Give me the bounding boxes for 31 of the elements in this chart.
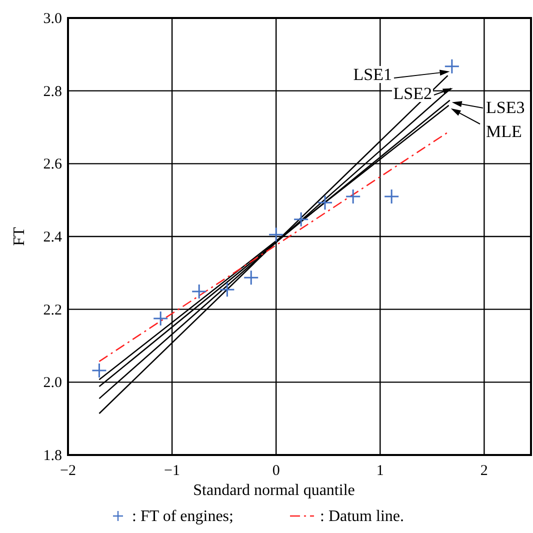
text: MLE — [486, 122, 522, 141]
point — [191, 284, 207, 300]
point — [219, 282, 235, 298]
point — [293, 212, 309, 228]
point — [268, 226, 284, 242]
legend-label: : FT of engines; — [132, 508, 234, 525]
legend-label: LSE3 — [486, 98, 525, 117]
y-tick-label: 2.8 — [43, 84, 62, 100]
x-tick-label: 1 — [376, 463, 384, 479]
point — [91, 362, 107, 378]
y-tick-label: 2.6 — [43, 156, 62, 173]
y-tick-label: 3.0 — [43, 11, 62, 27]
series-label: LSE1 — [353, 65, 392, 84]
y-tick-label: 2.2 — [43, 302, 62, 318]
y-tick-label: 2.0 — [43, 375, 62, 392]
point — [152, 310, 168, 326]
x-axis-title: Standard normal quantile — [193, 482, 355, 499]
point — [384, 188, 400, 204]
x-tick-label: 2 — [480, 463, 488, 479]
y-tick-label: 1.8 — [43, 448, 62, 464]
x-tick-label: 0 — [272, 463, 280, 479]
x-tick-label: −2 — [60, 463, 76, 479]
x-tick-label: −1 — [164, 463, 180, 479]
point — [345, 188, 361, 204]
point — [317, 194, 333, 210]
legend-label: : Datum line. — [320, 508, 404, 525]
series-label: LSE2 — [393, 84, 432, 103]
point — [444, 58, 460, 74]
y-tick-label: 2.4 — [43, 230, 62, 246]
point — [243, 270, 259, 286]
y-axis-title: FT — [11, 226, 28, 246]
